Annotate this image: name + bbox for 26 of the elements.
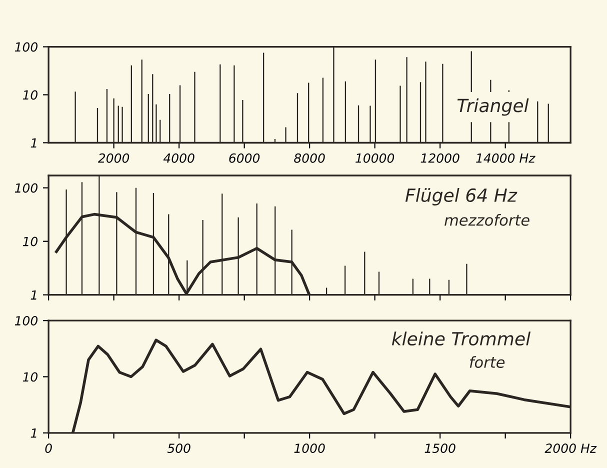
x-tick-label: 8000 [294, 153, 325, 163]
y-tick-label: 1 [30, 428, 36, 438]
text: Triangel [457, 98, 529, 116]
text: mezzoforte [444, 214, 530, 226]
x-tick-label: 12000 [420, 153, 460, 163]
x-tick-label: 1500 [424, 444, 456, 453]
x-tick-label: 10000 [356, 153, 394, 163]
y-tick-label: 10 [22, 372, 38, 382]
text: Flügel 64 Hz [405, 188, 518, 206]
y-tick-label: 1 [30, 290, 36, 300]
x-tick-label: 2000 [98, 153, 130, 163]
y-tick-label: 10 [22, 236, 38, 246]
y-tick-label: 100 [14, 183, 38, 193]
x-tick-label: 500 [167, 444, 190, 453]
x-tick-label: 4000 [163, 153, 194, 163]
y-tick-label: 1 [30, 138, 36, 148]
x-tick-label: 14000 Hz [476, 153, 536, 163]
chart-title: kleine Trommel [392, 332, 531, 346]
x-tick-label: 1000 [294, 444, 325, 453]
y-tick-label: 100 [14, 42, 38, 52]
x-tick-label: 0 [45, 444, 52, 453]
x-tick-label: 6000 [229, 153, 260, 163]
x-tick-label: 2000 Hz [544, 444, 597, 453]
y-tick-label: 100 [14, 316, 38, 326]
text: forte [470, 356, 505, 368]
y-tick-label: 10 [22, 90, 38, 100]
